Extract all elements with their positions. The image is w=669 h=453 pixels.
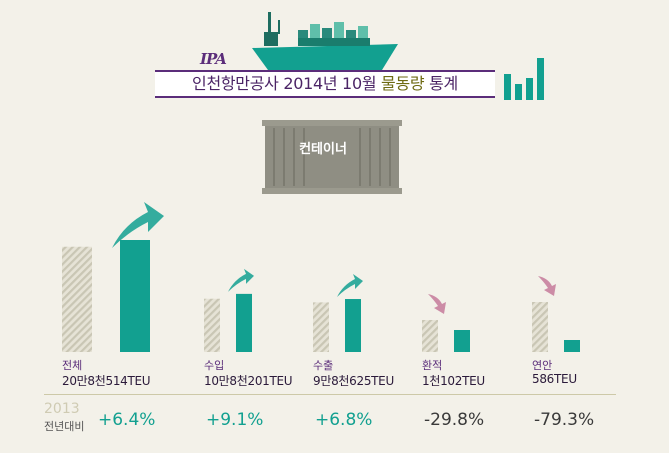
category-value: 9만8천625TEU — [313, 374, 394, 388]
bar-2013-1 — [204, 298, 220, 352]
bar-2013-0 — [62, 246, 92, 352]
change-percent: +9.1% — [206, 410, 264, 430]
ipa-logo: IPA — [200, 50, 227, 68]
bar-2014-1 — [236, 293, 252, 352]
page-title: 인천항만공사 2014년 10월 물동량 통계 — [155, 70, 495, 98]
category-name: 수입 — [204, 359, 225, 372]
section-label: 컨테이너 — [299, 142, 347, 157]
trend-down-arrow-4 — [538, 276, 556, 296]
trend-up-arrow-0 — [112, 202, 164, 248]
category-value: 10만8천201TEU — [204, 374, 293, 388]
change-percent: +6.8% — [315, 410, 373, 430]
category-name: 전체 — [62, 359, 83, 372]
bar-2014-4 — [564, 340, 580, 352]
bar-2014-2 — [345, 299, 361, 352]
bar-chart-icon — [504, 58, 544, 100]
change-percent: -29.8% — [424, 410, 485, 430]
trend-down-arrow-3 — [428, 294, 446, 314]
category-name: 연안 — [532, 359, 553, 372]
change-percent: +6.4% — [98, 410, 156, 430]
category-name: 환적 — [422, 359, 443, 372]
category-value: 586TEU — [532, 372, 577, 386]
category-value: 20만8천514TEU — [62, 374, 151, 388]
bar-2013-4 — [532, 302, 548, 352]
change-percent: -79.3% — [534, 410, 595, 430]
baseline-divider — [44, 394, 616, 395]
title-highlight: 물동량 — [381, 74, 425, 93]
comparison-label: 전년대비 — [44, 420, 85, 433]
bar-2013-2 — [313, 302, 329, 352]
category-name: 수출 — [313, 359, 334, 372]
bar-2013-3 — [422, 320, 438, 352]
title-prefix: 인천항만공사 2014년 10월 — [192, 74, 377, 93]
trend-up-arrow-1 — [228, 268, 254, 292]
trend-up-arrow-2 — [337, 274, 363, 298]
cargo-ship-icon — [252, 12, 398, 70]
category-value: 1천102TEU — [422, 374, 485, 388]
bar-2014-3 — [454, 330, 470, 352]
shipping-container-icon — [262, 120, 402, 194]
comparison-year: 2013 — [44, 401, 80, 417]
bar-2014-0 — [120, 240, 150, 352]
title-suffix: 통계 — [429, 74, 458, 93]
